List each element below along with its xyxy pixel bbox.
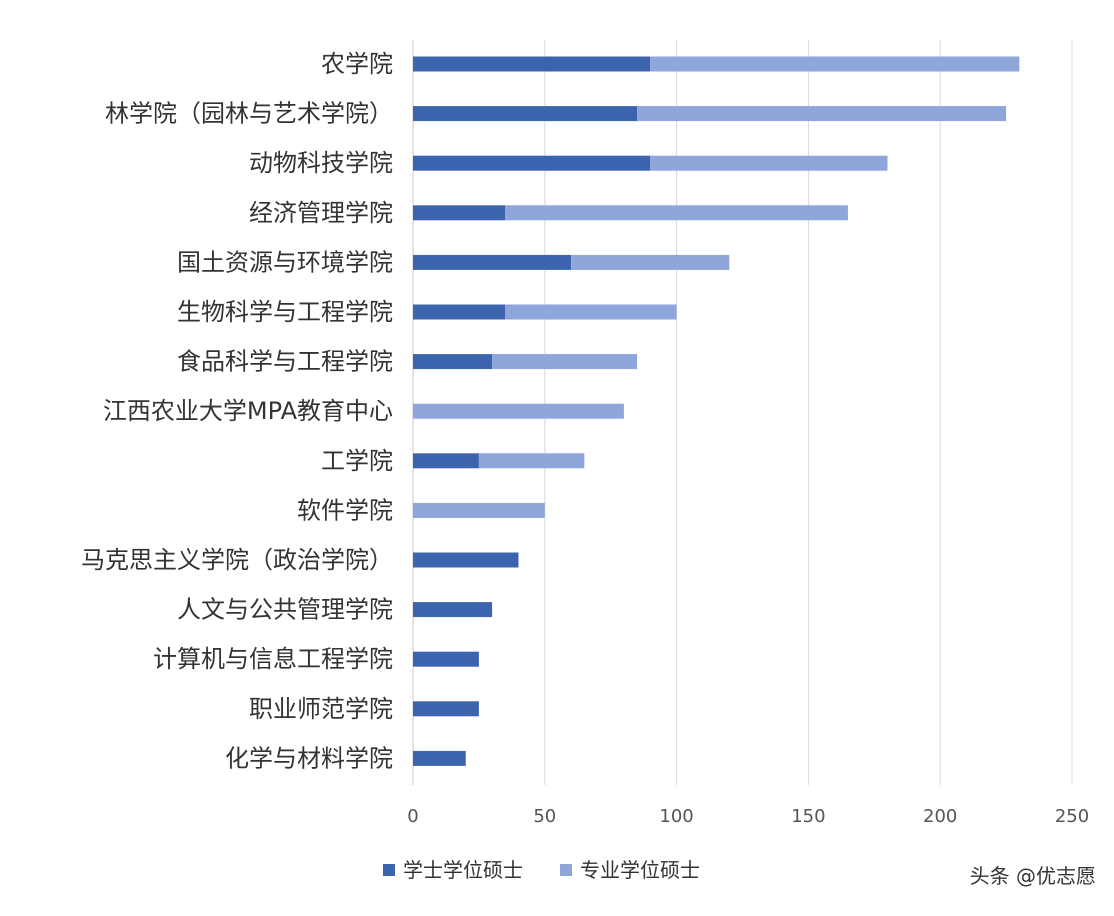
x-tick-label: 0 [407, 806, 418, 827]
watermark-text: 头条 @优志愿 [970, 864, 1096, 888]
category-label: 国土资源与环境学院 [177, 248, 393, 276]
category-label: 马克思主义学院（政治学院） [81, 546, 393, 574]
category-label: 农学院 [321, 50, 393, 78]
category-label: 经济管理学院 [249, 199, 393, 227]
category-label: 职业师范学院 [249, 695, 393, 723]
x-tick-label: 100 [659, 806, 693, 827]
bar-series-2 [413, 403, 624, 419]
x-tick-label: 250 [1055, 806, 1089, 827]
x-tick-label: 200 [923, 806, 957, 827]
legend-swatch-series-2 [560, 864, 572, 876]
legend-label-series-2: 专业学位硕士 [580, 858, 700, 882]
bars [413, 56, 1020, 766]
legend: 学士学位硕士 专业学位硕士 [383, 858, 700, 882]
bar-series-2 [650, 155, 888, 171]
bar-series-2 [492, 354, 638, 370]
bar-series-2 [505, 205, 848, 221]
bar-series-1 [413, 354, 493, 370]
bar-series-2 [478, 453, 585, 469]
bar-series-1 [413, 602, 493, 618]
bar-series-1 [413, 651, 479, 667]
legend-label-series-1: 学士学位硕士 [403, 858, 523, 882]
x-tick-label: 150 [791, 806, 825, 827]
category-label: 江西农业大学MPA教育中心 [103, 397, 393, 425]
x-axis-ticks: 0 50 100 150 200 250 [407, 806, 1089, 827]
bar-series-1 [413, 750, 466, 766]
bar-series-1 [413, 205, 506, 221]
bar-series-2 [571, 254, 730, 270]
bar-series-1 [413, 254, 572, 270]
category-label: 动物科技学院 [249, 149, 393, 177]
bar-series-2 [505, 304, 677, 320]
category-label: 食品科学与工程学院 [177, 348, 393, 376]
category-label: 林学院（园林与艺术学院） [105, 100, 393, 128]
bar-series-1 [413, 106, 638, 122]
category-label: 化学与材料学院 [225, 744, 393, 772]
category-label: 计算机与信息工程学院 [153, 645, 393, 673]
bar-series-1 [413, 701, 479, 717]
bar-series-1 [413, 155, 651, 171]
bar-series-1 [413, 304, 506, 320]
category-label: 人文与公共管理学院 [177, 596, 393, 624]
x-tick-label: 50 [533, 806, 556, 827]
bar-series-2 [413, 502, 545, 518]
legend-swatch-series-1 [383, 864, 395, 876]
bar-series-1 [413, 552, 519, 568]
bar-series-1 [413, 453, 479, 469]
bar-series-2 [650, 56, 1020, 72]
category-label: 工学院 [321, 447, 393, 475]
bar-series-1 [413, 56, 651, 72]
bar-series-2 [637, 106, 1007, 122]
category-label: 生物科学与工程学院 [177, 298, 393, 326]
category-label: 软件学院 [297, 496, 393, 524]
